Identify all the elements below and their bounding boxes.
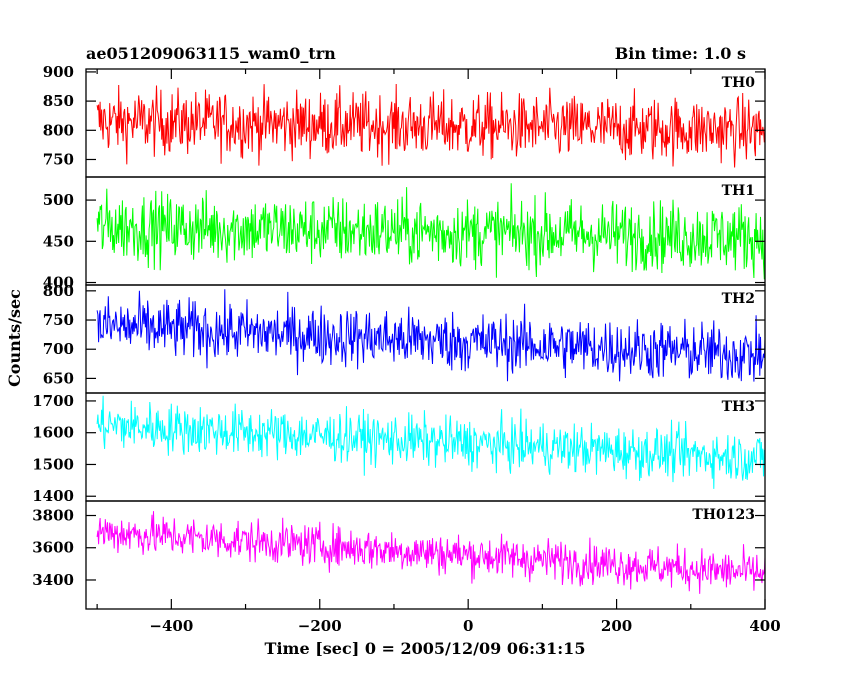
x-axis-title: Time [sec] 0 = 2005/12/09 06:31:15 [265,639,586,658]
panel-th3: 1400 1500 1600 1700 TH3 [32,392,766,505]
y-tick-label: 1600 [32,424,74,442]
series-line-th3 [96,395,766,489]
y-tick-label: 1500 [32,455,74,473]
x-tick-label: 200 [601,617,632,635]
panel-th1: 400 450 500 TH1 [43,176,766,292]
panel-label: TH1 [722,183,755,199]
y-tick-label: 3600 [32,539,74,557]
x-tick-label: 0 [463,617,473,635]
panel-label: TH3 [722,399,755,415]
chart-title: ae051209063115_wam0_trn [86,44,336,63]
x-axis: −400 −200 0 200 400 [96,69,781,635]
panel-th0: 750 800 850 900 TH0 [43,63,766,178]
series-line-th0123 [96,511,766,594]
series-line-th0 [96,83,766,168]
y-tick-label: 3400 [32,571,74,589]
y-axis-title: Counts/sec [5,289,24,387]
x-tick-label: 400 [749,617,780,635]
y-tick-label: 850 [43,92,74,110]
y-tick-label: 1700 [32,392,74,410]
x-tick-label: −200 [298,617,342,635]
series-line-th1 [96,183,766,280]
y-tick-label: 700 [43,340,74,358]
panel-label: TH2 [722,291,755,307]
x-tick-label: −400 [149,617,193,635]
y-tick-label: 650 [43,369,74,387]
series-line-th2 [96,289,766,382]
y-tick-label: 500 [43,191,74,209]
y-tick-label: 1400 [32,487,74,505]
y-tick-label: 400 [43,274,74,292]
panels: 750 800 850 900 TH0 400 450 500 TH1 650 700 750 800 T… [32,63,766,610]
y-tick-label: 900 [43,63,74,81]
panel-th0123: 3400 3600 3800 TH0123 [32,500,766,610]
panel-th2: 650 700 750 800 TH2 [43,282,766,394]
y-tick-label: 450 [43,232,74,250]
panel-frame [85,500,766,610]
y-tick-label: 3800 [32,507,74,525]
y-tick-label: 800 [43,121,74,139]
bin-time-label: Bin time: 1.0 s [615,44,746,63]
y-tick-label: 750 [43,150,74,168]
panel-label: TH0 [722,75,756,91]
y-tick-label: 750 [43,311,74,329]
y-tick-label: 800 [43,282,74,300]
panel-label: TH0123 [692,507,755,523]
